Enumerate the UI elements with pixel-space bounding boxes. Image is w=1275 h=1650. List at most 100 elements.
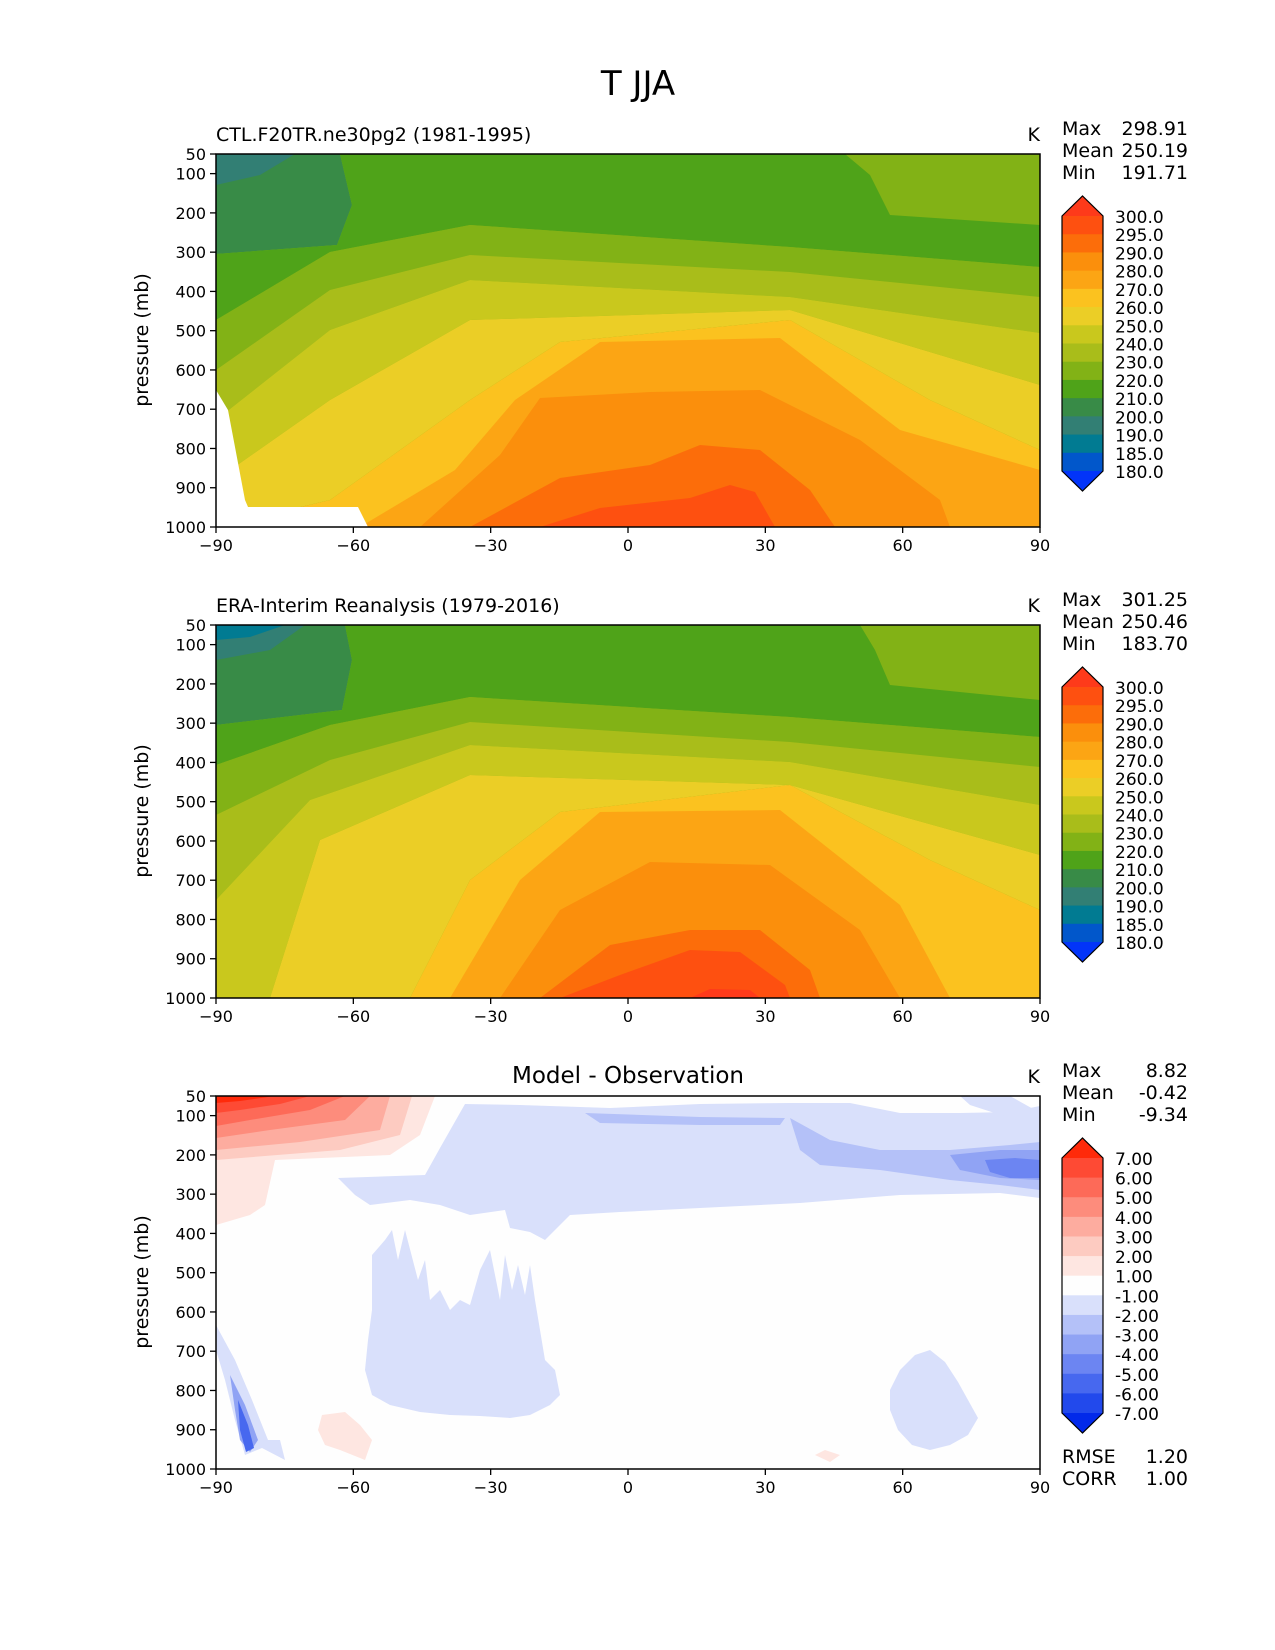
difference-units: K bbox=[1028, 1066, 1041, 1088]
colorbar-level-label: 240.0 bbox=[1115, 807, 1164, 827]
colorbar-band bbox=[1062, 705, 1103, 725]
colorbar-level-label: 250.0 bbox=[1115, 788, 1164, 808]
x-tick-label: −30 bbox=[474, 1007, 508, 1026]
model-contour-field bbox=[216, 154, 1040, 527]
y-tick-label: 300 bbox=[175, 243, 206, 262]
stat-value: 183.70 bbox=[1122, 633, 1188, 655]
y-tick-label: 1000 bbox=[165, 989, 206, 1008]
stat-label: Mean bbox=[1062, 140, 1114, 162]
stat-label: Max bbox=[1062, 589, 1101, 611]
colorbar-level-label: 260.0 bbox=[1115, 770, 1164, 790]
x-tick-label: 0 bbox=[623, 1007, 633, 1026]
panel-observation: ERA-Interim Reanalysis (1979-2016) K pre… bbox=[131, 589, 1188, 1026]
y-tick-label: 1000 bbox=[165, 518, 206, 537]
y-tick-label: 600 bbox=[175, 832, 206, 851]
colorbar-band bbox=[1062, 905, 1103, 925]
colorbar-level-label: 5.00 bbox=[1115, 1189, 1153, 1209]
colorbar-level-label: 210.0 bbox=[1115, 861, 1164, 881]
colorbar-band bbox=[1062, 1177, 1103, 1198]
y-tick-label: 800 bbox=[175, 910, 206, 929]
colorbar-level-label: -4.00 bbox=[1115, 1346, 1159, 1366]
observation-contour-field bbox=[216, 625, 1040, 998]
y-tick-label: 700 bbox=[175, 400, 206, 419]
colorbar-band bbox=[1062, 1373, 1103, 1394]
colorbar-band bbox=[1062, 1275, 1103, 1296]
colorbar-band bbox=[1062, 1314, 1103, 1336]
observation-title: ERA-Interim Reanalysis (1979-2016) bbox=[216, 595, 560, 617]
y-tick-label: 700 bbox=[175, 871, 206, 890]
model-stats: Max 298.91 Mean 250.19 Min 191.71 bbox=[1062, 118, 1188, 184]
colorbar-level-label: 180.0 bbox=[1115, 934, 1164, 954]
colorbar-level-label: 270.0 bbox=[1115, 752, 1164, 772]
x-tick-label: −90 bbox=[199, 1007, 233, 1026]
x-tick-label: −60 bbox=[336, 1478, 370, 1497]
x-tick-label: 90 bbox=[1030, 536, 1050, 555]
colorbar-level-label: 185.0 bbox=[1115, 445, 1164, 465]
difference-x-ticks: −90 −60 −30 0 30 60 90 bbox=[199, 1469, 1050, 1497]
colorbar-band bbox=[1062, 741, 1103, 761]
x-tick-label: 0 bbox=[623, 536, 633, 555]
colorbar-level-label: 230.0 bbox=[1115, 354, 1164, 374]
y-tick-label: 900 bbox=[175, 1421, 206, 1440]
colorbar-band bbox=[1062, 1197, 1103, 1218]
colorbar-level-label: 230.0 bbox=[1115, 825, 1164, 845]
colorbar-level-label: 1.00 bbox=[1115, 1268, 1153, 1288]
y-tick-label: 400 bbox=[175, 1224, 206, 1243]
footer-stat-value: 1.20 bbox=[1146, 1446, 1188, 1468]
stat-value: -9.34 bbox=[1139, 1104, 1188, 1126]
colorbar-band bbox=[1062, 923, 1103, 943]
model-colorbar: 300.0295.0290.0280.0270.0260.0250.0240.0… bbox=[1061, 195, 1164, 492]
colorbar-level-label: 210.0 bbox=[1115, 390, 1164, 410]
colorbar-level-label: 185.0 bbox=[1115, 916, 1164, 936]
stat-label: Mean bbox=[1062, 611, 1114, 633]
y-tick-label: 800 bbox=[175, 1381, 206, 1400]
colorbar-level-label: 220.0 bbox=[1115, 372, 1164, 392]
observation-stats: Max 301.25 Mean 250.46 Min 183.70 bbox=[1062, 589, 1188, 655]
colorbar-band bbox=[1062, 270, 1103, 290]
x-tick-label: −60 bbox=[336, 1007, 370, 1026]
colorbar-band bbox=[1062, 1393, 1103, 1414]
y-tick-label: 600 bbox=[175, 361, 206, 380]
colorbar-band bbox=[1062, 1334, 1103, 1355]
y-tick-label: 500 bbox=[175, 793, 206, 812]
y-tick-label: 1000 bbox=[165, 1460, 206, 1479]
colorbar-extend-max bbox=[1062, 667, 1103, 687]
colorbar-band bbox=[1062, 687, 1103, 706]
colorbar-band bbox=[1062, 252, 1103, 272]
y-tick-label: 600 bbox=[175, 1303, 206, 1322]
colorbar-level-label: 190.0 bbox=[1115, 427, 1164, 447]
y-tick-label: 300 bbox=[175, 714, 206, 733]
y-tick-label: 800 bbox=[175, 439, 206, 458]
model-units: K bbox=[1028, 124, 1041, 146]
observation-ylabel: pressure (mb) bbox=[131, 744, 153, 878]
stat-value: 191.71 bbox=[1122, 162, 1188, 184]
colorbar-band bbox=[1062, 1216, 1103, 1238]
colorbar-band bbox=[1062, 434, 1103, 454]
x-tick-label: 90 bbox=[1030, 1478, 1050, 1497]
x-tick-label: 30 bbox=[755, 1007, 775, 1026]
model-ylabel: pressure (mb) bbox=[131, 273, 153, 407]
colorbar-band bbox=[1062, 869, 1103, 888]
colorbar-band bbox=[1062, 398, 1103, 417]
colorbar-level-label: 180.0 bbox=[1115, 463, 1164, 483]
y-tick-label: 50 bbox=[186, 616, 206, 635]
colorbar-level-label: 270.0 bbox=[1115, 281, 1164, 301]
colorbar-level-label: 3.00 bbox=[1115, 1228, 1153, 1248]
colorbar-level-label: -1.00 bbox=[1115, 1287, 1159, 1307]
y-tick-label: 200 bbox=[175, 1146, 206, 1165]
y-tick-label: 400 bbox=[175, 282, 206, 301]
colorbar-band bbox=[1062, 887, 1103, 907]
x-tick-label: −90 bbox=[199, 536, 233, 555]
colorbar-band bbox=[1062, 778, 1103, 797]
colorbar-level-label: -2.00 bbox=[1115, 1307, 1159, 1327]
colorbar-level-label: 280.0 bbox=[1115, 734, 1164, 754]
colorbar-band bbox=[1062, 1354, 1103, 1375]
colorbar-band bbox=[1062, 832, 1103, 852]
colorbar-band bbox=[1062, 1295, 1103, 1316]
model-x-ticks: −90 −60 −30 0 30 60 90 bbox=[199, 527, 1050, 555]
colorbar-band bbox=[1062, 796, 1103, 816]
colorbar-level-label: -7.00 bbox=[1115, 1405, 1159, 1425]
stat-label: Max bbox=[1062, 118, 1101, 140]
x-tick-label: 60 bbox=[892, 536, 912, 555]
